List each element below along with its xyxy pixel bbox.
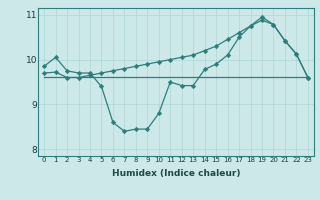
X-axis label: Humidex (Indice chaleur): Humidex (Indice chaleur) xyxy=(112,169,240,178)
